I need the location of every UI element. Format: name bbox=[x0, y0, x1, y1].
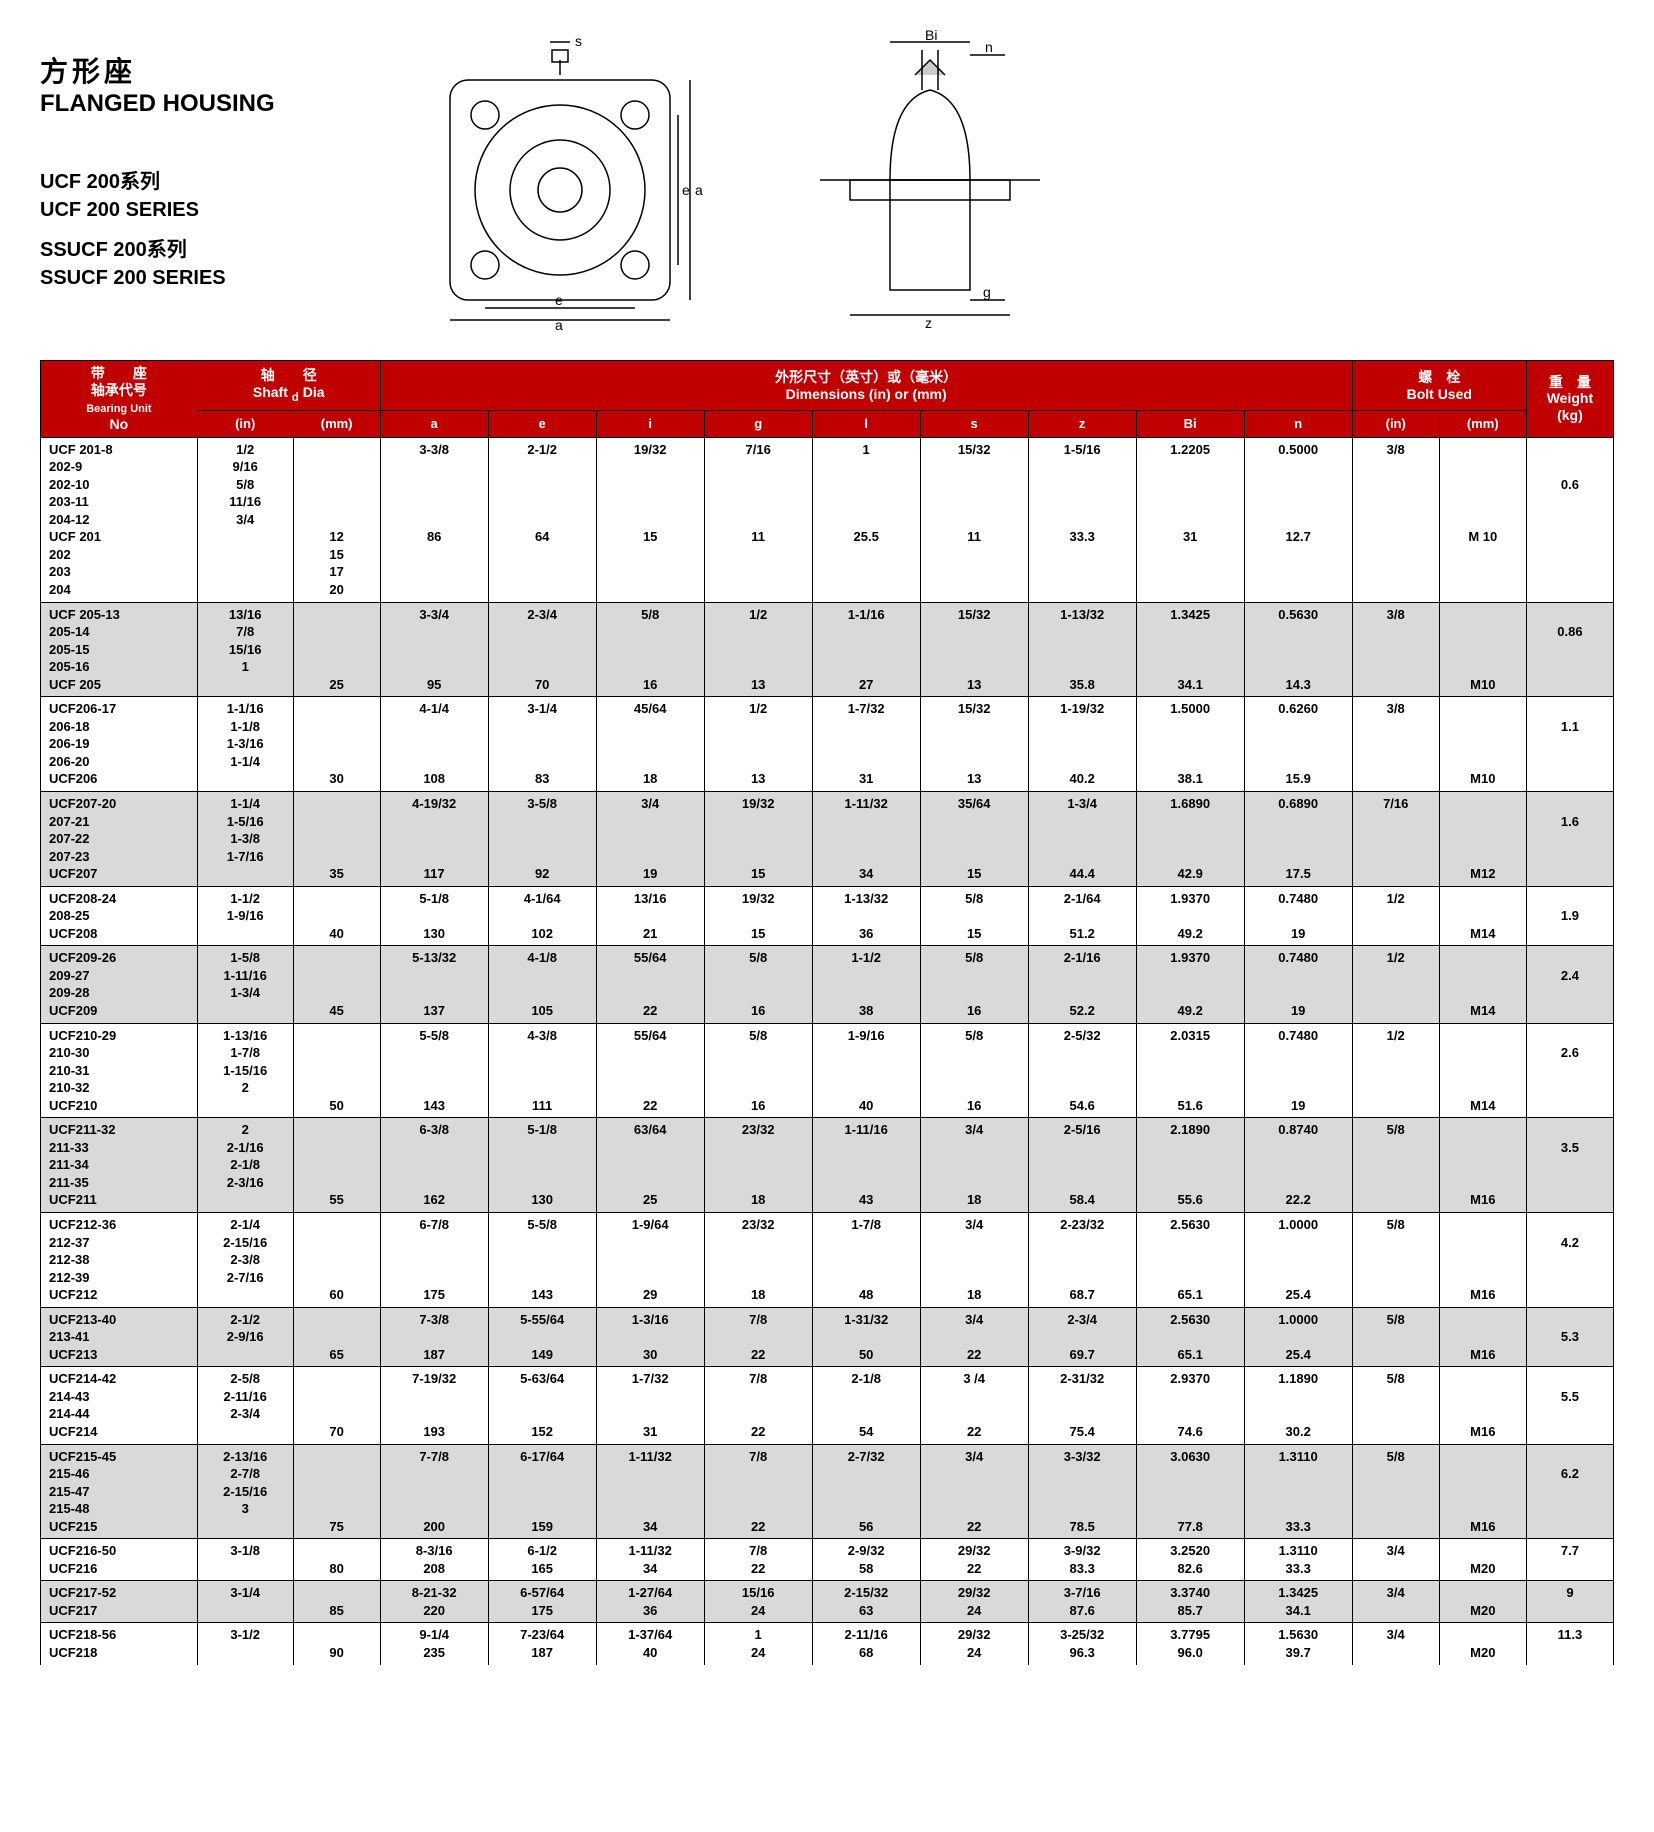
table-row: UCF210-291-13/165-5/84-3/855/645/81-9/16… bbox=[41, 1023, 1614, 1044]
hdr-bearing: 带 座 轴承代号 Bearing Unit No bbox=[41, 361, 198, 438]
table-row: UCF214-422-5/87-19/325-63/641-7/327/82-1… bbox=[41, 1367, 1614, 1388]
table-row: 204-123/4 bbox=[41, 511, 1614, 529]
diagram-side: Bi n z g bbox=[790, 30, 1070, 330]
svg-text:Bi: Bi bbox=[925, 30, 937, 43]
table-row: UCF20630108831813311340.238.115.9M10 bbox=[41, 770, 1614, 791]
table-row: 210-322 bbox=[41, 1079, 1614, 1097]
table-row: UCF208-241-1/25-1/84-1/6413/1619/321-13/… bbox=[41, 886, 1614, 907]
table-row: UCF210501431112216401654.651.619M14 bbox=[41, 1097, 1614, 1118]
table-row: UCF 201-81/23-3/82-1/219/327/16115/321-5… bbox=[41, 437, 1614, 458]
hdr-weight: 重 量Weight(kg) bbox=[1526, 361, 1613, 438]
diagrams: a e a e s Bi n z g bbox=[390, 30, 1614, 330]
table-row: 214-442-3/4 bbox=[41, 1405, 1614, 1423]
table-row: 206-181-1/81.1 bbox=[41, 718, 1614, 736]
svg-text:g: g bbox=[983, 284, 991, 300]
diagram-front: a e a e s bbox=[390, 30, 730, 330]
table-row: UCF214701931523122542275.474.630.2M16 bbox=[41, 1423, 1614, 1444]
svg-text:n: n bbox=[985, 39, 993, 55]
table-row: UCF215752001593422562278.577.833.3M16 bbox=[41, 1518, 1614, 1539]
table-row: UCF218902351874024682496.396.039.7M20 bbox=[41, 1644, 1614, 1665]
table-row: UCF206-171-1/164-1/43-1/445/641/21-7/321… bbox=[41, 697, 1614, 718]
table-row: UCF211-3226-3/85-1/863/6423/321-11/163/4… bbox=[41, 1118, 1614, 1139]
table-row: UCF 2052595701613271335.834.114.3M10 bbox=[41, 676, 1614, 697]
table-row: UCF207-201-1/44-19/323-5/83/419/321-11/3… bbox=[41, 791, 1614, 812]
series-2: UCF 200 SERIES bbox=[40, 196, 340, 224]
table-row: 211-352-3/16 bbox=[41, 1174, 1614, 1192]
table-row: 206-201-1/4 bbox=[41, 753, 1614, 771]
title-block: 方形座 FLANGED HOUSING UCF 200系列 UCF 200 SE… bbox=[40, 30, 340, 292]
table-row: 20420 bbox=[41, 581, 1614, 602]
table-row: UCF217-523-1/48-21-326-57/641-27/6415/16… bbox=[41, 1581, 1614, 1602]
table-row: UCF216-503-1/88-3/166-1/21-11/327/82-9/3… bbox=[41, 1539, 1614, 1560]
table-row: 215-483 bbox=[41, 1500, 1614, 1518]
table-row: 207-211-5/161.6 bbox=[41, 813, 1614, 831]
table-row: 211-342-1/8 bbox=[41, 1156, 1614, 1174]
spec-table: 带 座 轴承代号 Bearing Unit No 轴 径 Shaft d Dia… bbox=[40, 360, 1614, 1665]
table-row: 215-472-15/16 bbox=[41, 1483, 1614, 1501]
table-row: 205-161 bbox=[41, 658, 1614, 676]
hdr-dims: 外形尺寸（英寸）或（毫米）Dimensions (in) or (mm) bbox=[380, 361, 1352, 411]
series-4: SSUCF 200 SERIES bbox=[40, 264, 340, 292]
table-row: UCF213-402-1/27-3/85-55/641-3/167/81-31/… bbox=[41, 1307, 1614, 1328]
svg-text:a: a bbox=[555, 317, 563, 330]
table-row: 205-147/80.86 bbox=[41, 623, 1614, 641]
series-3: SSUCF 200系列 bbox=[40, 236, 340, 264]
table-row: UCF209-261-5/85-13/324-1/855/645/81-1/25… bbox=[41, 946, 1614, 967]
svg-text:e: e bbox=[682, 182, 690, 198]
svg-text:e: e bbox=[555, 292, 563, 308]
table-row: UCF 201128664151125.51133.33112.7M 10 bbox=[41, 528, 1614, 546]
table-row: 202-105/80.6 bbox=[41, 476, 1614, 494]
table-row: 210-311-15/16 bbox=[41, 1062, 1614, 1080]
table-row: 209-271-11/162.4 bbox=[41, 967, 1614, 985]
page-header: 方形座 FLANGED HOUSING UCF 200系列 UCF 200 SE… bbox=[40, 30, 1614, 330]
svg-text:s: s bbox=[575, 33, 582, 49]
table-row: 215-462-7/86.2 bbox=[41, 1465, 1614, 1483]
table-row: UCF212-362-1/46-7/85-5/81-9/6423/321-7/8… bbox=[41, 1213, 1614, 1234]
title-en: FLANGED HOUSING bbox=[40, 90, 340, 118]
table-row: UCF208401301022115361551.249.219M14 bbox=[41, 925, 1614, 946]
table-row: 207-221-3/8 bbox=[41, 830, 1614, 848]
table-row: 214-432-11/165.5 bbox=[41, 1388, 1614, 1406]
table-row: 207-231-7/16 bbox=[41, 848, 1614, 866]
table-header: 带 座 轴承代号 Bearing Unit No 轴 径 Shaft d Dia… bbox=[41, 361, 1614, 438]
table-row: UCF20735117921915341544.442.917.5M12 bbox=[41, 865, 1614, 886]
series-1: UCF 200系列 bbox=[40, 168, 340, 196]
svg-text:a: a bbox=[695, 182, 703, 198]
hdr-shaft: 轴 径 Shaft d Dia bbox=[197, 361, 380, 411]
table-body: UCF 201-81/23-3/82-1/219/327/16115/321-5… bbox=[41, 437, 1614, 1665]
table-row: UCF217852201753624632487.685.734.1M20 bbox=[41, 1602, 1614, 1623]
svg-text:z: z bbox=[925, 315, 932, 330]
table-row: 208-251-9/161.9 bbox=[41, 907, 1614, 925]
table-row: 212-382-3/8 bbox=[41, 1251, 1614, 1269]
table-row: 209-281-3/4 bbox=[41, 984, 1614, 1002]
table-row: 20317 bbox=[41, 563, 1614, 581]
table-row: UCF216802081653422582283.382.633.3M20 bbox=[41, 1560, 1614, 1581]
table-row: 213-412-9/165.3 bbox=[41, 1328, 1614, 1346]
table-row: 210-301-7/82.6 bbox=[41, 1044, 1614, 1062]
title-cn: 方形座 bbox=[40, 50, 340, 90]
table-row: 206-191-3/16 bbox=[41, 735, 1614, 753]
table-row: UCF 205-1313/163-3/42-3/45/81/21-1/1615/… bbox=[41, 602, 1614, 623]
table-row: UCF211551621302518431858.455.622.2M16 bbox=[41, 1191, 1614, 1212]
table-row: UCF218-563-1/29-1/47-23/641-37/6412-11/1… bbox=[41, 1623, 1614, 1644]
table-row: 20215 bbox=[41, 546, 1614, 564]
table-row: 202-99/16 bbox=[41, 458, 1614, 476]
table-row: 205-1515/16 bbox=[41, 641, 1614, 659]
table-row: UCF215-452-13/167-7/86-17/641-11/327/82-… bbox=[41, 1444, 1614, 1465]
table-row: UCF209451371052216381652.249.219M14 bbox=[41, 1002, 1614, 1023]
table-row: 203-1111/16 bbox=[41, 493, 1614, 511]
hdr-bolt: 螺 栓Bolt Used bbox=[1352, 361, 1526, 411]
table-row: 211-332-1/163.5 bbox=[41, 1139, 1614, 1157]
table-row: UCF212601751432918481868.765.125.4M16 bbox=[41, 1286, 1614, 1307]
series-block: UCF 200系列 UCF 200 SERIES SSUCF 200系列 SSU… bbox=[40, 168, 340, 292]
table-row: UCF213651871493022502269.765.125.4M16 bbox=[41, 1346, 1614, 1367]
table-row: 212-392-7/16 bbox=[41, 1269, 1614, 1287]
table-row: 212-372-15/164.2 bbox=[41, 1234, 1614, 1252]
